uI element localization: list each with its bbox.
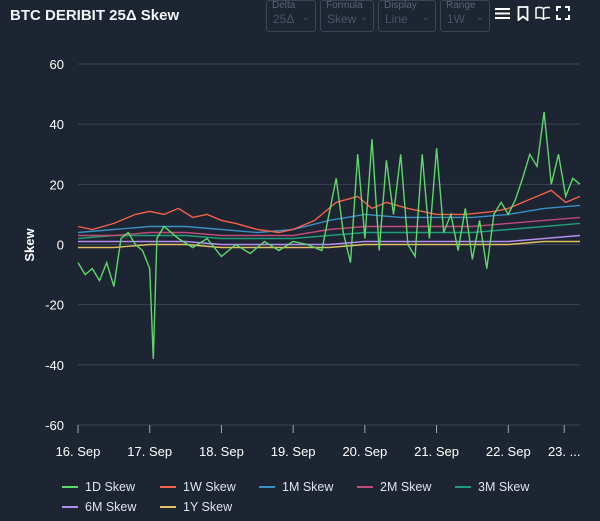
y-axis-label: Skew <box>22 227 37 261</box>
y-tick-label: 60 <box>50 57 64 72</box>
series-line-2m-skew <box>78 216 581 237</box>
legend-swatch <box>62 506 78 508</box>
chart-controls: Delta 25Δ ⌄ Formula Skew ⌄ Display Line … <box>266 0 490 32</box>
delta-select[interactable]: Delta 25Δ ⌄ <box>266 0 316 32</box>
chevron-down-icon: ⌄ <box>421 12 430 23</box>
legend-item-1m-skew[interactable]: 1M Skew <box>259 480 333 494</box>
book-icon[interactable] <box>535 5 550 21</box>
delta-label: Delta <box>272 0 296 11</box>
range-value: 1W <box>447 12 465 26</box>
legend-swatch <box>160 486 176 488</box>
delta-value: 25Δ <box>273 12 295 26</box>
legend-label: 6M Skew <box>85 500 137 514</box>
series-line-1m-skew <box>77 204 581 234</box>
legend-swatch <box>62 486 78 488</box>
formula-value: Skew <box>327 12 357 26</box>
x-tick-label: 19. Sep <box>271 444 316 459</box>
x-axis-ticks: 16. Sep 17. Sep 18. Sep 19. Sep 20. Sep 21. S… <box>56 425 581 459</box>
chevron-down-icon: ⌄ <box>301 12 310 23</box>
series-line-1y-skew <box>78 240 580 249</box>
formula-select[interactable]: Formula Skew ⌄ <box>320 0 374 32</box>
legend-label: 1W Skew <box>183 480 236 494</box>
display-select[interactable]: Display Line ⌄ <box>378 0 436 32</box>
x-tick-label: 18. Sep <box>199 444 244 459</box>
bookmark-icon[interactable] <box>515 5 530 21</box>
legend-swatch <box>160 506 176 508</box>
legend-label: 1D Skew <box>85 480 136 494</box>
y-tick-label: 20 <box>50 177 64 192</box>
x-tick-label: 17. Sep <box>127 444 172 459</box>
legend-label: 1M Skew <box>282 480 334 494</box>
legend-item-1w-skew[interactable]: 1W Skew <box>160 480 236 494</box>
legend-label: 1Y Skew <box>183 500 233 514</box>
series-line-1d-skew <box>77 112 581 359</box>
legend-item-3m-skew[interactable]: 3M Skew <box>455 480 529 494</box>
chevron-down-icon: ⌄ <box>475 12 484 23</box>
formula-label: Formula <box>326 0 363 11</box>
fullscreen-icon[interactable] <box>555 5 570 21</box>
series-line-6m-skew <box>78 234 581 246</box>
range-label: Range <box>446 0 476 11</box>
y-tick-label: -60 <box>45 418 64 433</box>
legend-swatch <box>455 486 471 488</box>
legend-label: 2M Skew <box>380 480 432 494</box>
legend-item-1y-skew[interactable]: 1Y Skew <box>160 500 232 514</box>
display-label: Display <box>384 0 417 11</box>
chart-title: BTC DERIBIT 25Δ Skew <box>10 7 180 24</box>
toolbar <box>495 5 570 21</box>
y-tick-label: -20 <box>45 298 64 313</box>
x-tick-label: 22. Sep <box>486 444 531 459</box>
y-tick-label: 40 <box>50 117 64 132</box>
x-tick-label: 21. Sep <box>414 444 459 459</box>
legend-swatch <box>259 486 275 488</box>
x-tick-label: 16. Sep <box>56 444 101 459</box>
legend-item-2m-skew[interactable]: 2M Skew <box>357 480 431 494</box>
legend-item-1d-skew[interactable]: 1D Skew <box>62 480 135 494</box>
range-select[interactable]: Range 1W ⌄ <box>440 0 490 32</box>
y-tick-label: 0 <box>57 238 64 253</box>
series-lines <box>77 112 581 359</box>
series-line-3m-skew <box>77 222 581 240</box>
x-tick-label: 20. Sep <box>342 444 387 459</box>
y-tick-label: -40 <box>45 358 64 373</box>
x-tick-label: 23. ... <box>548 444 581 459</box>
y-axis-ticks: 60 40 20 0 -20 -40 -60 <box>45 57 64 433</box>
legend-swatch <box>357 486 373 488</box>
series-line-1w-skew <box>77 189 581 234</box>
chevron-down-icon: ⌄ <box>359 12 368 23</box>
menu-icon[interactable] <box>495 5 510 21</box>
legend-label: 3M Skew <box>478 480 530 494</box>
legend-item-6m-skew[interactable]: 6M Skew <box>62 500 136 514</box>
display-value: Line <box>385 12 408 26</box>
